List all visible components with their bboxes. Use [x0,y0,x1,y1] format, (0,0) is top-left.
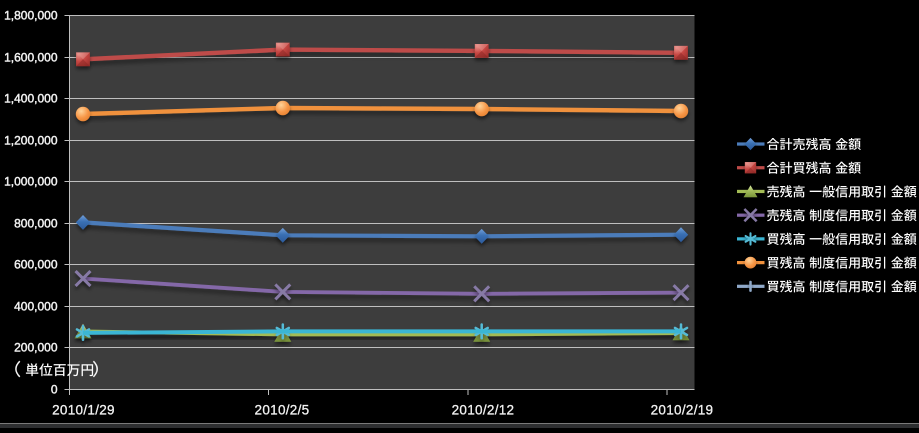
svg-text:200,000: 200,000 [14,341,58,355]
svg-text:1,200,000: 1,200,000 [4,134,58,148]
svg-text:2010/2/19: 2010/2/19 [651,402,714,417]
svg-text:2010/2/12: 2010/2/12 [452,402,515,417]
svg-text:0: 0 [51,383,58,397]
svg-text:600,000: 600,000 [14,258,58,272]
svg-text:1,600,000: 1,600,000 [4,51,58,65]
svg-text:2010/2/5: 2010/2/5 [255,402,310,417]
svg-text:1,400,000: 1,400,000 [4,92,58,106]
svg-text:2010/1/29: 2010/1/29 [52,402,115,417]
svg-text:1,800,000: 1,800,000 [4,9,58,23]
svg-text:400,000: 400,000 [14,300,58,314]
svg-text:800,000: 800,000 [14,217,58,231]
svg-text:1,000,000: 1,000,000 [4,175,58,189]
